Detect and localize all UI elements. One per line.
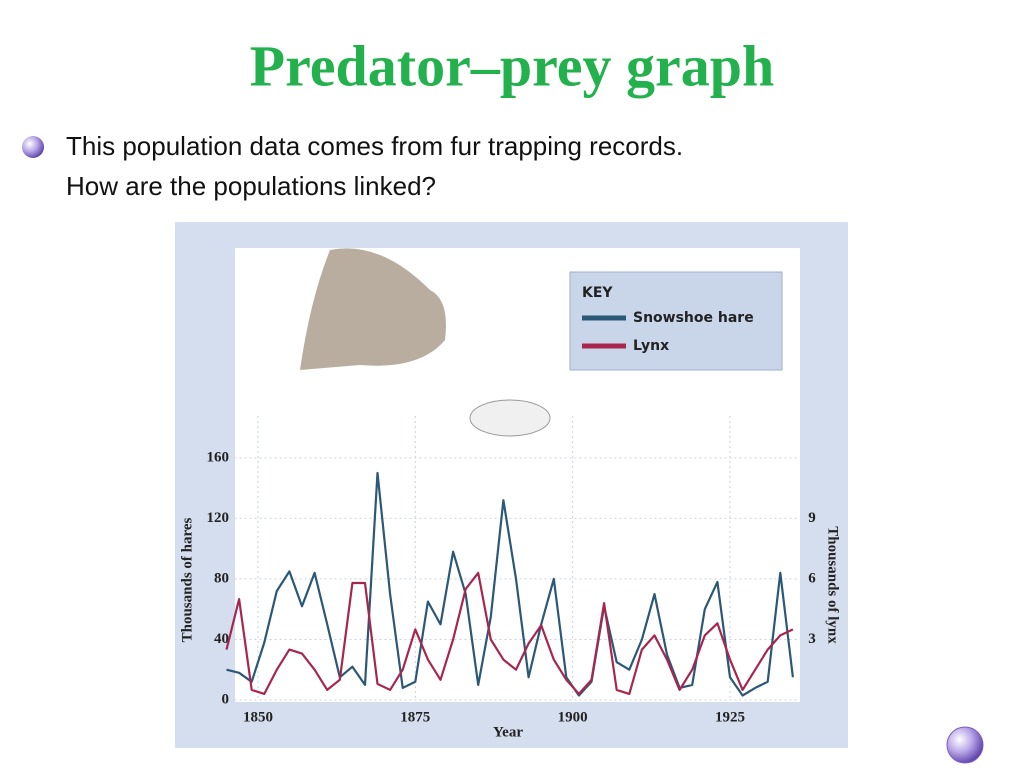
x-tick-label: 1850	[243, 709, 273, 725]
series-line	[226, 471, 794, 697]
y2-tick-label: 3	[808, 631, 816, 647]
y-tick-label: 40	[214, 631, 229, 647]
y2-tick-label: 9	[808, 510, 816, 526]
bullet-icon	[22, 136, 44, 158]
y-tick-label: 0	[222, 691, 230, 707]
y-tick-label: 80	[214, 570, 229, 586]
legend-title: KEY	[582, 285, 613, 301]
next-button[interactable]	[946, 726, 984, 764]
legend-label: Lynx	[633, 338, 669, 354]
slide-title: Predator–prey graph	[250, 33, 775, 98]
illustration	[300, 248, 551, 437]
legend-box	[569, 271, 783, 371]
bullet-text: This population data comes from fur trap…	[66, 131, 683, 161]
x-axis-label: Year	[493, 724, 523, 740]
x-tick-label: 1875	[400, 709, 430, 725]
x-tick-label: 1925	[715, 709, 745, 725]
x-tick-label: 1900	[558, 709, 588, 725]
y-tick-label: 120	[207, 510, 230, 526]
legend-label: Snowshoe hare	[633, 310, 754, 326]
y2-tick-label: 6	[808, 570, 816, 586]
y-tick-label: 160	[207, 449, 230, 465]
series-line	[225, 571, 794, 695]
bullet-text: How are the populations linked?	[66, 171, 436, 201]
y2-axis-label: Thousands of lynx	[825, 526, 841, 644]
y-axis-label: Thousands of hares	[179, 517, 195, 642]
